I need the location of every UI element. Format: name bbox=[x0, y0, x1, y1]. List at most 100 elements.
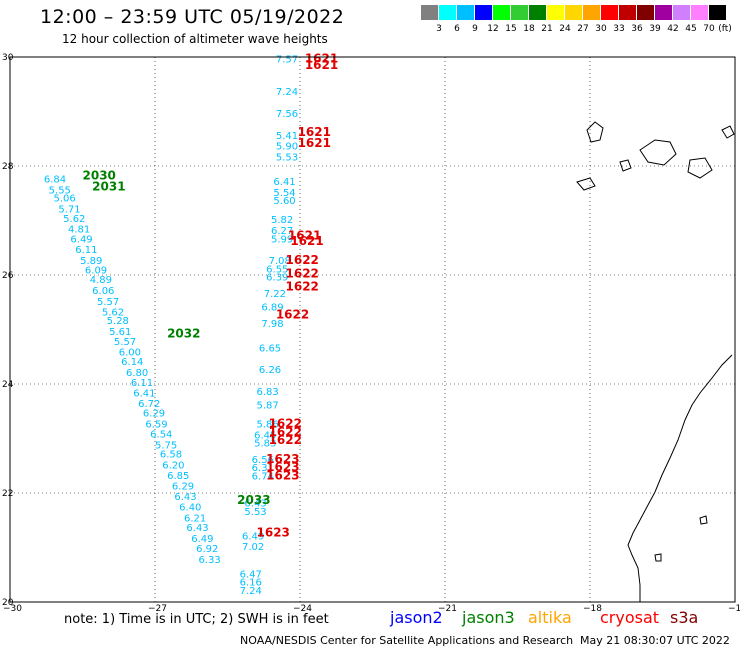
canary-island-5 bbox=[576, 177, 596, 191]
wave-height-value: 6.29 bbox=[143, 409, 165, 420]
wave-height-value: 6.43 bbox=[244, 499, 266, 510]
colorbar-swatch bbox=[529, 5, 546, 20]
colorbar-tick: 9 bbox=[472, 24, 478, 34]
colorbar-tick: 70 bbox=[703, 24, 715, 34]
wave-height-value: 5.53 bbox=[244, 507, 266, 518]
wave-height-value: 5.61 bbox=[109, 327, 131, 338]
colorbar-tick: 3 bbox=[436, 24, 442, 34]
pass-time-label: 1622 bbox=[269, 417, 302, 431]
wave-height-value: 6.20 bbox=[162, 460, 184, 471]
wave-height-value: 5.71 bbox=[58, 204, 80, 215]
wave-height-value: 4.89 bbox=[90, 275, 112, 286]
canary-island-2 bbox=[639, 139, 677, 166]
colorbar-swatch bbox=[673, 5, 690, 20]
wave-height-value: 6.11 bbox=[75, 245, 97, 256]
wave-height-value: 4.81 bbox=[68, 224, 90, 235]
lon-tick-label: −15 bbox=[728, 604, 740, 614]
wave-height-value: 6.89 bbox=[261, 302, 283, 313]
lat-tick-label: 22 bbox=[2, 489, 13, 499]
cape-verde-islet-2 bbox=[654, 553, 662, 562]
pass-time-label: 1621 bbox=[298, 125, 331, 139]
wave-height-value: 6.39 bbox=[266, 272, 288, 283]
wave-height-value: 5.62 bbox=[63, 214, 85, 225]
wave-height-value: 5.57 bbox=[114, 337, 136, 348]
wave-height-value: 5.99 bbox=[271, 234, 293, 245]
colorbar-tick: 33 bbox=[613, 24, 625, 34]
wave-height-value: 6.65 bbox=[259, 343, 281, 354]
pass-time-label: 1622 bbox=[286, 279, 319, 293]
wave-height-value: 6.72 bbox=[138, 399, 160, 410]
wave-height-value: 5.90 bbox=[276, 142, 298, 153]
lat-tick-label: 24 bbox=[2, 380, 14, 390]
legend-item-altika: altika bbox=[528, 608, 572, 627]
wave-height-value: 6.43 bbox=[186, 523, 208, 534]
colorbar-tick: 18 bbox=[523, 24, 535, 34]
legend-item-s3a: s3a bbox=[670, 608, 699, 627]
wave-height-value: 6.54 bbox=[150, 429, 172, 440]
canary-island-3 bbox=[687, 157, 713, 179]
colorbar-swatch bbox=[655, 5, 672, 20]
wave-height-value: 6.31 bbox=[252, 463, 274, 474]
wave-height-value: 6.26 bbox=[259, 365, 281, 376]
footer-timestamp: May 21 08:30:07 UTC 2022 bbox=[580, 634, 730, 647]
colorbar-swatch bbox=[583, 5, 600, 20]
page-title: 12:00 – 23:59 UTC 05/19/2022 bbox=[40, 6, 345, 28]
wave-height-value: 6.41 bbox=[273, 177, 295, 188]
wave-height-value: 7.98 bbox=[261, 319, 283, 330]
lat-tick-label: 20 bbox=[2, 598, 14, 608]
wave-height-value: 5.60 bbox=[273, 196, 295, 207]
wave-height-value: 6.06 bbox=[92, 286, 114, 297]
wave-height-value: 6.49 bbox=[242, 531, 264, 542]
wave-height-value: 6.21 bbox=[184, 513, 206, 524]
wave-height-value: 6.40 bbox=[179, 502, 201, 513]
colorbar-swatch bbox=[565, 5, 582, 20]
lon-tick-label: −27 bbox=[148, 604, 167, 614]
wave-height-value: 6.33 bbox=[199, 555, 221, 566]
wave-height-value: 6.09 bbox=[85, 265, 107, 276]
wave-height-value: 6.47 bbox=[240, 569, 262, 580]
pass-time-label: 2033 bbox=[237, 493, 270, 507]
wave-height-value: 5.57 bbox=[97, 297, 119, 308]
wave-height-value: 5.62 bbox=[102, 307, 124, 318]
wave-height-value: 7.56 bbox=[276, 109, 298, 120]
legend-item-cryosat: cryosat bbox=[600, 608, 660, 627]
wave-height-value: 6.27 bbox=[271, 226, 293, 237]
wave-height-value: 6.43 bbox=[174, 492, 196, 503]
colorbar-swatch bbox=[457, 5, 474, 20]
colorbar-swatch bbox=[637, 5, 654, 20]
wave-height-value: 6.45 bbox=[254, 431, 276, 442]
wave-height-value: 6.55 bbox=[266, 264, 288, 275]
pass-time-label: 1623 bbox=[266, 468, 299, 482]
time-labels: 2030203120322033162116211621162116211621… bbox=[83, 51, 339, 539]
colorbar-swatch bbox=[601, 5, 618, 20]
wave-height-value: 6.80 bbox=[126, 368, 148, 379]
wave-height-value: 7.02 bbox=[242, 542, 264, 553]
footer-note: note: 1) Time is in UTC; 2) SWH is in fe… bbox=[64, 612, 329, 627]
pass-time-label: 2032 bbox=[167, 327, 200, 341]
colorbar-swatch bbox=[511, 5, 528, 20]
pass-time-label: 1623 bbox=[257, 526, 290, 540]
wave-height-value: 7.24 bbox=[276, 87, 298, 98]
footer-agency: NOAA/NESDIS Center for Satellite Applica… bbox=[240, 634, 574, 647]
wave-height-value: 6.41 bbox=[133, 389, 155, 400]
wave-height-value: 5.86 bbox=[257, 420, 279, 431]
africa-coastline bbox=[627, 354, 733, 602]
colorbar-tick: 12 bbox=[487, 24, 499, 34]
colorbar-tick: 36 bbox=[631, 24, 643, 34]
pass-time-label: 1621 bbox=[290, 234, 323, 248]
lat-tick-label: 26 bbox=[2, 271, 14, 281]
wave-height-value: 7.57 bbox=[276, 54, 298, 65]
colorbar-swatch bbox=[439, 5, 456, 20]
wave-height-value: 5.06 bbox=[54, 193, 76, 204]
wave-height-value: 7.08 bbox=[269, 256, 291, 267]
pass-time-label: 1622 bbox=[276, 308, 309, 322]
satellite-track-west: 6.845.555.065.715.624.816.496.115.896.09… bbox=[44, 174, 221, 565]
colorbar-tick: 42 bbox=[667, 24, 679, 34]
canary-island-4 bbox=[619, 159, 632, 172]
pass-time-label: 2030 bbox=[83, 169, 116, 183]
canary-island-6 bbox=[721, 125, 735, 139]
colorbar-swatch bbox=[421, 5, 438, 20]
cape-verde-islet bbox=[699, 515, 708, 525]
wave-height-value: 7.24 bbox=[240, 586, 262, 597]
wave-height-value: 6.00 bbox=[119, 348, 141, 359]
